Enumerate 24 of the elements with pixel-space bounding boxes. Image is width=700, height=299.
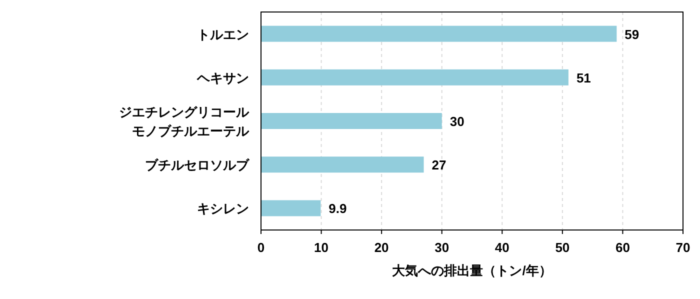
x-tick-label: 60 — [615, 240, 630, 255]
y-tick-label: ブチルセロソルブ — [145, 158, 250, 173]
bar — [261, 156, 424, 173]
bar — [261, 113, 442, 129]
data-label: 27 — [432, 158, 446, 173]
data-label: 9.9 — [328, 201, 347, 216]
x-tick-label: 50 — [555, 240, 570, 255]
data-label: 59 — [624, 26, 640, 42]
bar — [261, 26, 617, 42]
data-label: 30 — [450, 114, 464, 129]
y-tick-label: キシレン — [197, 201, 249, 216]
x-tick-label: 10 — [314, 240, 329, 255]
x-tick-label: 70 — [676, 240, 690, 255]
y-tick-label: ジエチレングリコールモノブチルエーテル — [119, 104, 250, 138]
x-axis-title: 大気への排出量（トン/年） — [392, 263, 552, 278]
x-tick-label: 0 — [257, 240, 265, 255]
x-tick-label: 20 — [374, 240, 389, 255]
x-tick-label: 30 — [434, 240, 450, 255]
bar — [261, 200, 321, 216]
bar — [261, 69, 568, 86]
y-tick-label: ヘキサン — [196, 70, 249, 86]
y-tick-label: トルエン — [197, 26, 249, 42]
x-tick-label: 40 — [494, 240, 510, 255]
data-label: 51 — [576, 70, 591, 86]
